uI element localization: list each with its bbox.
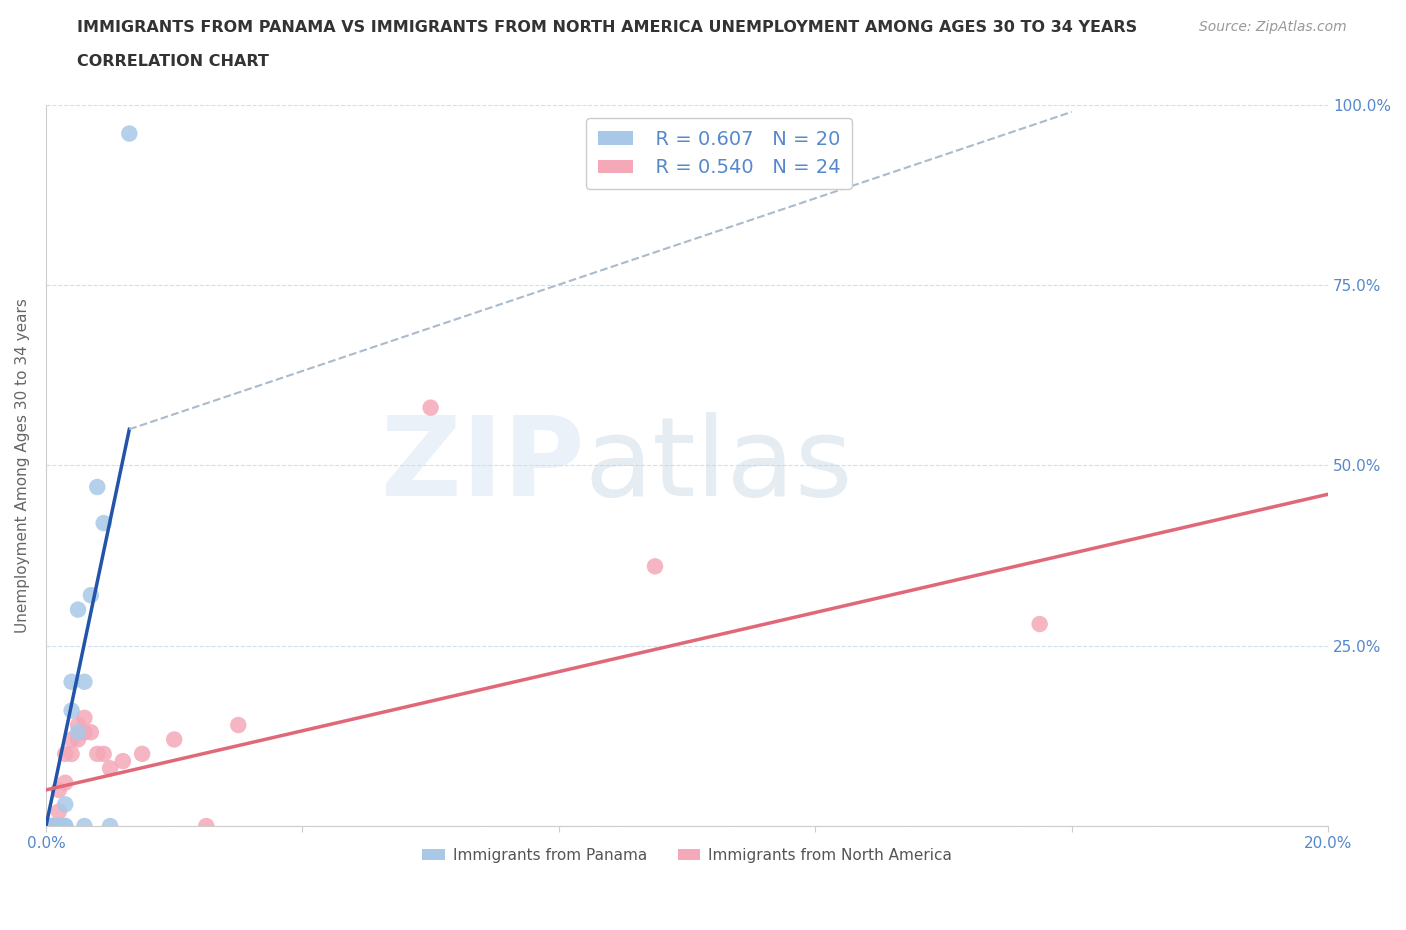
Point (48, 804, 70, 819)
Point (644, 559, 666, 574)
Point (118, 126, 141, 141)
Point (48, 782, 70, 797)
Point (41, 818, 63, 833)
Point (53, 818, 76, 833)
Point (60, 747, 83, 762)
Point (86, 747, 108, 762)
Point (93, 515, 115, 530)
Point (131, 747, 153, 762)
Point (48, 818, 70, 833)
Point (53, 797, 76, 812)
Point (48, 818, 70, 833)
Point (41, 818, 63, 833)
Point (60, 732, 83, 747)
Point (41, 818, 63, 833)
Point (86, 480, 108, 495)
Point (80, 724, 103, 739)
Point (73, 711, 96, 725)
Point (98, 761, 121, 776)
Y-axis label: Unemployment Among Ages 30 to 34 years: Unemployment Among Ages 30 to 34 years (15, 298, 30, 632)
Point (111, 753, 134, 768)
Point (41, 818, 63, 833)
Point (163, 732, 186, 747)
Text: CORRELATION CHART: CORRELATION CHART (77, 54, 269, 69)
Point (66, 603, 89, 618)
Point (41, 818, 63, 833)
Text: IMMIGRANTS FROM PANAMA VS IMMIGRANTS FROM NORTH AMERICA UNEMPLOYMENT AMONG AGES : IMMIGRANTS FROM PANAMA VS IMMIGRANTS FRO… (77, 20, 1137, 35)
Point (66, 724, 89, 739)
Point (98, 818, 121, 833)
Point (73, 818, 96, 833)
Text: atlas: atlas (585, 412, 853, 519)
Point (60, 703, 83, 718)
Point (60, 674, 83, 689)
Point (53, 776, 76, 790)
Point (73, 724, 96, 739)
Point (66, 732, 89, 747)
Point (53, 747, 76, 762)
Point (93, 747, 115, 762)
Point (48, 818, 70, 833)
Point (195, 818, 218, 833)
Point (226, 718, 249, 733)
Text: Source: ZipAtlas.com: Source: ZipAtlas.com (1199, 20, 1347, 34)
Legend: Immigrants from Panama, Immigrants from North America: Immigrants from Panama, Immigrants from … (416, 842, 957, 869)
Point (419, 400, 441, 415)
Point (66, 718, 89, 733)
Point (80, 588, 103, 603)
Text: ZIP: ZIP (381, 412, 585, 519)
Point (53, 818, 76, 833)
Point (1028, 617, 1050, 631)
Point (73, 674, 96, 689)
